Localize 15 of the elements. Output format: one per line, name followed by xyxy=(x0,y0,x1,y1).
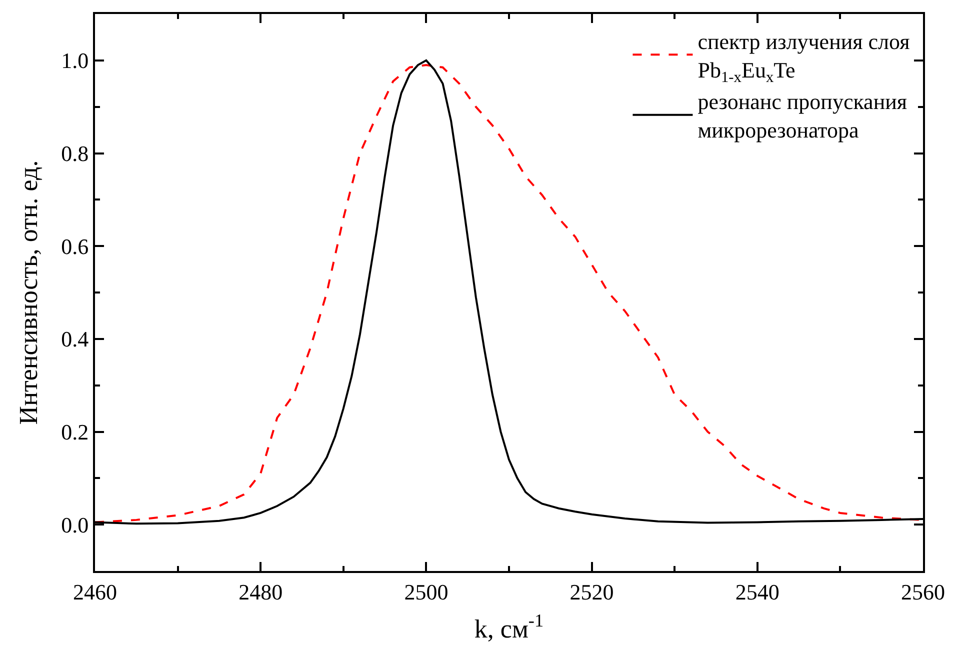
y-tick-label: 0.6 xyxy=(61,234,89,259)
x-tick-label: 2460 xyxy=(73,579,117,604)
x-tick-label: 2560 xyxy=(901,579,945,604)
x-tick-label: 2480 xyxy=(238,579,283,604)
x-tick-label: 2540 xyxy=(735,579,780,604)
y-tick-label: 0.4 xyxy=(61,326,89,352)
y-tick-label: 0.8 xyxy=(61,140,89,166)
y-tick-label: 0.0 xyxy=(61,512,89,538)
y-tick-label: 0.2 xyxy=(61,419,89,444)
y-tick-label: 1.0 xyxy=(61,48,89,74)
y-axis-title: Интенсивность, отн. ед. xyxy=(14,160,43,425)
x-axis-title: k, см$^{-1}$ xyxy=(474,610,544,644)
legend-label: резонанс пропускания микрорезонатора xyxy=(698,89,907,143)
x-tick-label: 2520 xyxy=(570,579,614,604)
x-tick-label: 2500 xyxy=(404,579,448,604)
